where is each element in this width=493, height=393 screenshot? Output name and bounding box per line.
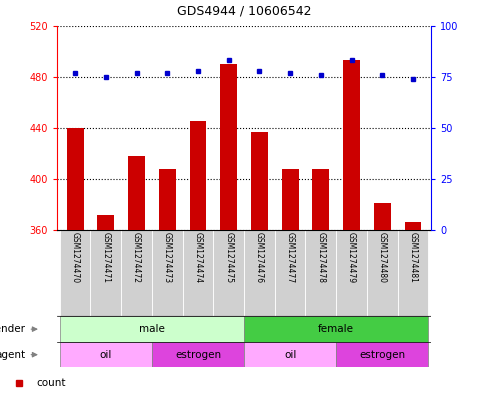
Bar <box>152 342 244 367</box>
Text: GSM1274470: GSM1274470 <box>70 233 80 284</box>
Text: male: male <box>139 324 165 334</box>
Text: gender: gender <box>0 324 26 334</box>
Text: GDS4944 / 10606542: GDS4944 / 10606542 <box>177 5 311 18</box>
Text: GSM1274471: GSM1274471 <box>102 233 110 283</box>
Text: oil: oil <box>284 350 296 360</box>
Text: GSM1274474: GSM1274474 <box>193 233 203 284</box>
Bar <box>98 215 114 230</box>
Bar <box>220 64 237 230</box>
Bar <box>343 60 360 230</box>
Bar <box>404 222 422 230</box>
Bar <box>189 121 207 230</box>
Text: GSM1274481: GSM1274481 <box>408 233 418 283</box>
Bar <box>67 128 84 230</box>
Bar <box>374 203 390 230</box>
Bar <box>397 230 428 316</box>
Text: GSM1274475: GSM1274475 <box>224 233 233 284</box>
Bar <box>336 342 428 367</box>
Text: estrogen: estrogen <box>175 350 221 360</box>
Bar <box>60 316 244 342</box>
Bar <box>282 169 299 230</box>
Bar <box>128 156 145 230</box>
Bar <box>367 230 397 316</box>
Bar <box>91 230 121 316</box>
Text: GSM1274477: GSM1274477 <box>285 233 295 284</box>
Bar <box>152 230 182 316</box>
Bar <box>121 230 152 316</box>
Text: GSM1274480: GSM1274480 <box>378 233 387 283</box>
Text: oil: oil <box>100 350 112 360</box>
Bar <box>244 342 336 367</box>
Bar <box>244 316 428 342</box>
Bar <box>275 230 306 316</box>
Bar <box>60 230 91 316</box>
Text: GSM1274479: GSM1274479 <box>347 233 356 284</box>
Bar <box>244 230 275 316</box>
Bar <box>336 230 367 316</box>
Text: estrogen: estrogen <box>359 350 405 360</box>
Bar <box>159 169 176 230</box>
Bar <box>182 230 213 316</box>
Text: GSM1274476: GSM1274476 <box>255 233 264 284</box>
Bar <box>213 230 244 316</box>
Bar <box>251 132 268 230</box>
Text: GSM1274478: GSM1274478 <box>317 233 325 283</box>
Bar <box>60 342 152 367</box>
Text: female: female <box>318 324 354 334</box>
Text: count: count <box>36 378 66 388</box>
Text: GSM1274472: GSM1274472 <box>132 233 141 283</box>
Text: GSM1274473: GSM1274473 <box>163 233 172 284</box>
Bar <box>306 230 336 316</box>
Text: agent: agent <box>0 350 26 360</box>
Bar <box>313 169 329 230</box>
